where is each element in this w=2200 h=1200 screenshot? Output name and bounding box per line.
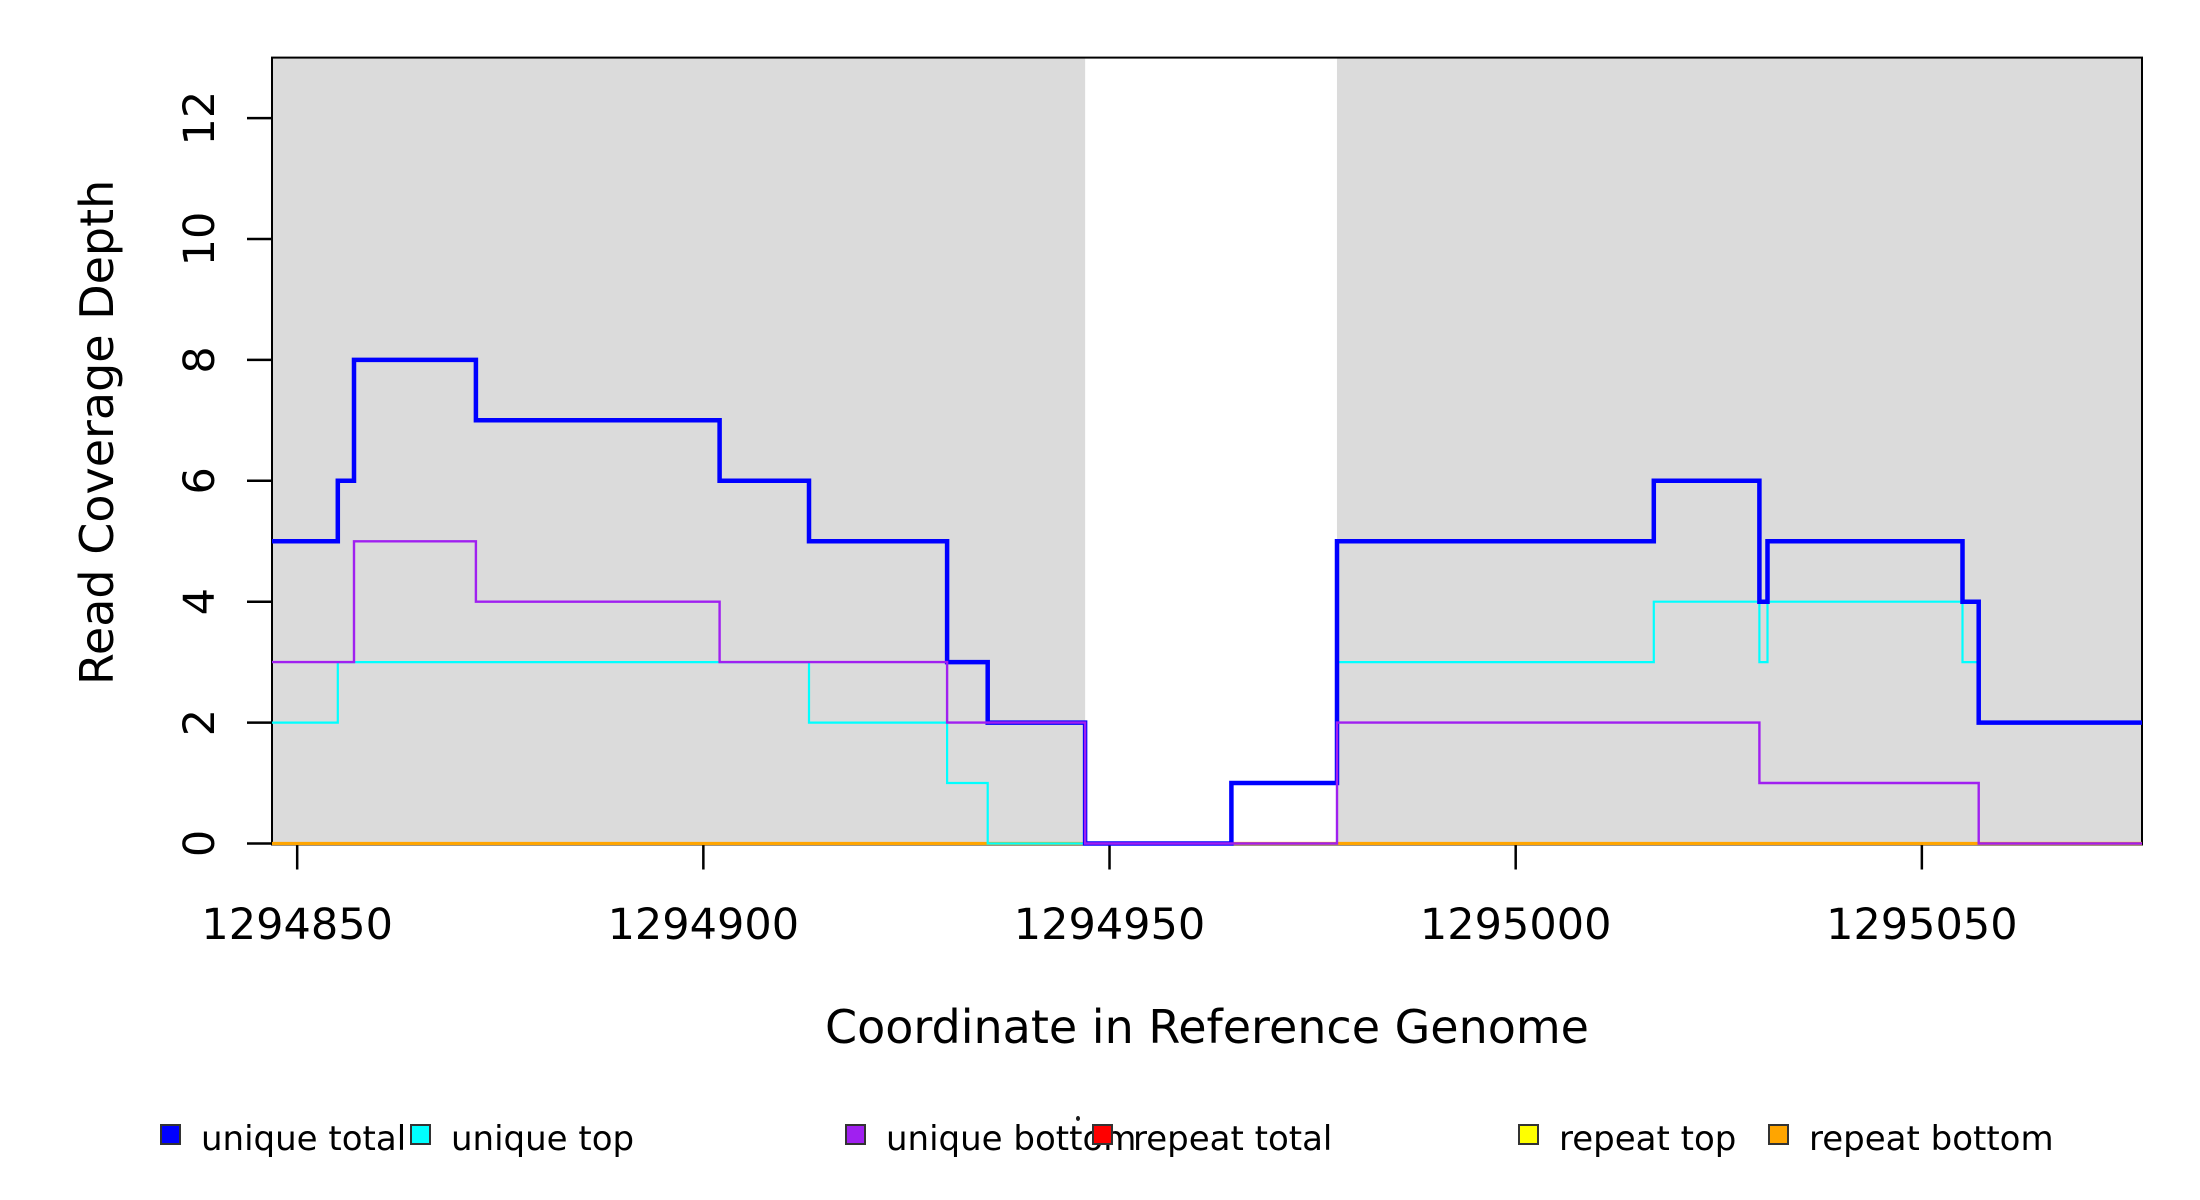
legend-item-unique-top: unique top xyxy=(410,1119,634,1159)
x-tick-label: 1295000 xyxy=(1420,900,1612,950)
x-tick-label: 1295050 xyxy=(1826,900,2018,950)
x-tick-label: 1294850 xyxy=(201,900,393,950)
y-tick-label: 4 xyxy=(175,588,225,615)
repeat-bottom-swatch-icon xyxy=(1768,1124,1789,1145)
y-tick-label: 12 xyxy=(175,91,225,146)
legend-label: repeat bottom xyxy=(1809,1119,2054,1159)
y-tick-label: 10 xyxy=(175,212,225,267)
unique-total-swatch-icon xyxy=(160,1124,181,1145)
gray-band-right xyxy=(1336,57,2142,845)
legend-label: unique top xyxy=(451,1119,635,1159)
legend-label: repeat top xyxy=(1559,1119,1737,1159)
x-axis-title: Coordinate in Reference Genome xyxy=(825,1000,1589,1054)
x-tick-label: 1294950 xyxy=(1014,900,1206,950)
y-tick-label: 8 xyxy=(175,346,225,373)
stray-dot-artifact xyxy=(1076,1116,1080,1121)
legend-item-repeat-total: repeat total xyxy=(1092,1119,1332,1159)
series-unique-bottom xyxy=(272,540,2142,845)
legend-label: repeat total xyxy=(1133,1119,1333,1159)
repeat-top-swatch-icon xyxy=(1518,1124,1539,1145)
gray-band-left xyxy=(272,57,1086,845)
y-axis-title: Read Coverage Depth xyxy=(70,179,124,685)
legend-item-unique-total: unique total xyxy=(160,1119,406,1159)
y-tick-label: 6 xyxy=(175,467,225,494)
y-tick-label: 2 xyxy=(175,709,225,736)
x-tick-label: 1294900 xyxy=(608,900,800,950)
unique-top-swatch-icon xyxy=(410,1124,431,1145)
unique-bottom-swatch-icon xyxy=(845,1124,866,1145)
y-tick-label: 0 xyxy=(175,830,225,857)
legend-item-repeat-bottom: repeat bottom xyxy=(1768,1119,2054,1159)
repeat-total-swatch-icon xyxy=(1092,1124,1113,1145)
legend-item-repeat-top: repeat top xyxy=(1518,1119,1736,1159)
legend-label: unique total xyxy=(201,1119,407,1159)
